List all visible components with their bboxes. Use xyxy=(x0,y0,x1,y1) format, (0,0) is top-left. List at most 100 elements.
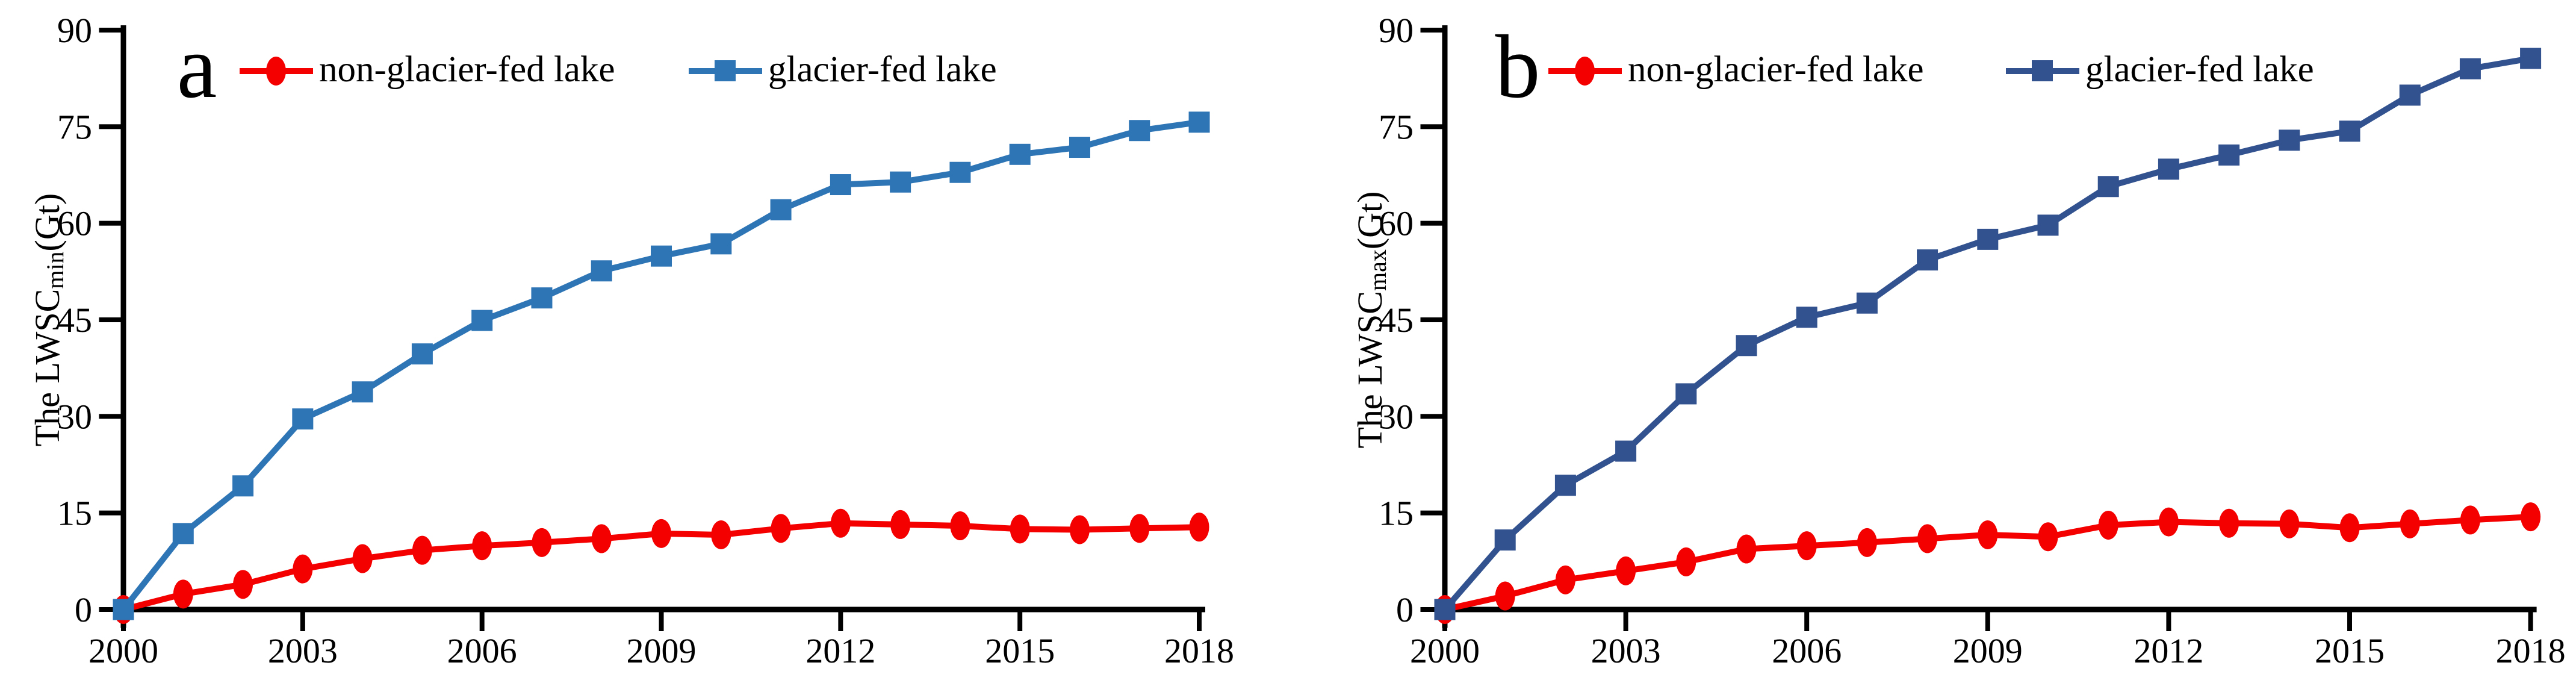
legend-item-non-glacier: non-glacier-fed lake xyxy=(1548,51,1924,88)
data-point-marker xyxy=(532,528,552,557)
data-point-marker xyxy=(113,599,134,620)
plot-area-b: 0 15 30 45 60 75 90 2000 2003 2006 2009 2012 2015 201… xyxy=(1379,11,2566,670)
x-tick xyxy=(2528,610,2533,631)
y-tick-label: 75 xyxy=(57,107,92,146)
panel-letter-b: b xyxy=(1495,17,1541,117)
legend-swatch-non-glacier xyxy=(1548,54,1622,88)
data-point-marker xyxy=(1977,228,1999,250)
data-point-marker xyxy=(1555,565,1575,594)
square-marker-icon xyxy=(2032,60,2053,81)
x-tick xyxy=(1197,610,1202,631)
y-tick-label: 45 xyxy=(57,301,92,340)
data-point-marker xyxy=(2400,509,2420,538)
y-tick xyxy=(1420,317,1442,322)
x-tick-label: 2018 xyxy=(2496,631,2566,670)
circle-marker-icon xyxy=(1575,57,1595,86)
data-point-marker xyxy=(2158,158,2179,180)
data-point-marker xyxy=(2520,48,2542,69)
y-tick xyxy=(99,414,121,419)
data-point-marker xyxy=(1917,524,1938,553)
data-point-marker xyxy=(1615,440,1637,462)
data-point-marker xyxy=(233,570,253,599)
circle-marker-icon xyxy=(266,57,286,86)
y-tick-label: 30 xyxy=(1379,397,1414,436)
y-tick-label: 30 xyxy=(57,397,92,436)
x-tick-label: 2003 xyxy=(1591,631,1661,670)
data-point-marker xyxy=(352,544,373,573)
x-tick xyxy=(838,610,843,631)
data-point-marker xyxy=(232,475,254,497)
legend-item-glacier: glacier-fed lake xyxy=(2006,51,2314,88)
y-axis xyxy=(1442,25,1448,628)
data-point-marker xyxy=(1857,528,1877,557)
data-point-marker xyxy=(2038,522,2058,552)
data-point-marker xyxy=(1796,531,1817,561)
x-tick-label: 2003 xyxy=(268,631,338,670)
y-axis-title-text: The LWSC xyxy=(1350,291,1389,449)
data-point-marker xyxy=(1188,111,1210,133)
data-point-marker xyxy=(172,523,194,544)
data-point-marker xyxy=(531,287,553,309)
data-point-marker xyxy=(411,343,433,365)
x-tick xyxy=(2166,610,2171,631)
y-tick-label: 0 xyxy=(1396,590,1414,629)
data-point-marker xyxy=(1856,292,1878,314)
x-tick xyxy=(1985,610,1990,631)
data-point-marker xyxy=(591,524,612,553)
x-tick xyxy=(300,610,305,631)
data-point-marker xyxy=(2279,509,2300,538)
panel-b: 0 15 30 45 60 75 90 2000 2003 2006 2009 2012 2015 201… xyxy=(1288,0,2576,686)
data-point-marker xyxy=(1616,556,1636,585)
data-point-marker xyxy=(771,514,791,543)
y-axis-title-subscript: max xyxy=(1364,249,1391,292)
data-point-marker xyxy=(890,171,911,193)
y-axis xyxy=(120,25,126,628)
data-point-marker xyxy=(651,245,672,267)
data-point-marker xyxy=(2097,176,2119,198)
x-tick xyxy=(1623,610,1628,631)
legend-swatch-glacier xyxy=(2006,54,2079,88)
y-tick xyxy=(99,27,121,33)
panel-a: 0 15 30 45 60 75 90 2000 2003 2006 2009 2012 2015 201… xyxy=(28,11,1235,670)
data-point-marker xyxy=(292,408,314,430)
data-point-marker xyxy=(2098,510,2118,540)
legend-label-non-glacier: non-glacier-fed lake xyxy=(1628,49,1924,90)
data-point-marker xyxy=(2459,58,2481,80)
y-tick-label: 60 xyxy=(1379,204,1414,243)
data-point-marker xyxy=(591,260,612,282)
data-point-marker xyxy=(2219,508,2239,538)
y-tick xyxy=(99,607,121,612)
y-tick-label: 0 xyxy=(75,590,92,629)
data-point-marker xyxy=(2460,505,2480,535)
y-tick-label: 90 xyxy=(57,11,92,50)
panel-letter-a: a xyxy=(176,17,217,117)
data-point-marker xyxy=(1189,513,1209,542)
data-point-marker xyxy=(950,511,970,541)
data-point-marker xyxy=(949,161,971,183)
y-tick xyxy=(1420,607,1442,612)
y-tick-label: 15 xyxy=(1379,494,1414,533)
data-point-marker xyxy=(1494,529,1516,551)
x-tick-label: 2006 xyxy=(447,631,517,670)
data-point-marker xyxy=(710,233,732,255)
data-point-marker xyxy=(1434,599,1456,620)
y-axis-title-a: The LWSC min (Gt) xyxy=(28,127,69,513)
data-point-marker xyxy=(830,174,851,196)
x-tick xyxy=(479,610,485,631)
data-point-marker xyxy=(412,535,432,565)
data-point-marker xyxy=(1554,475,1576,496)
plot-area-a: 0 15 30 45 60 75 90 2000 2003 2006 2009 2012 2015 201… xyxy=(57,11,1234,670)
y-tick xyxy=(99,124,121,129)
y-tick xyxy=(1420,510,1442,516)
x-tick-label: 2009 xyxy=(627,631,697,670)
data-point-marker xyxy=(830,508,851,538)
data-point-marker xyxy=(1796,307,1817,328)
data-point-marker xyxy=(1069,515,1090,544)
data-point-marker xyxy=(1736,335,1757,357)
y-tick xyxy=(99,220,121,226)
y-tick xyxy=(1420,124,1442,129)
data-point-marker xyxy=(1069,137,1090,158)
data-point-marker xyxy=(1736,534,1757,564)
data-point-marker xyxy=(1129,120,1150,142)
